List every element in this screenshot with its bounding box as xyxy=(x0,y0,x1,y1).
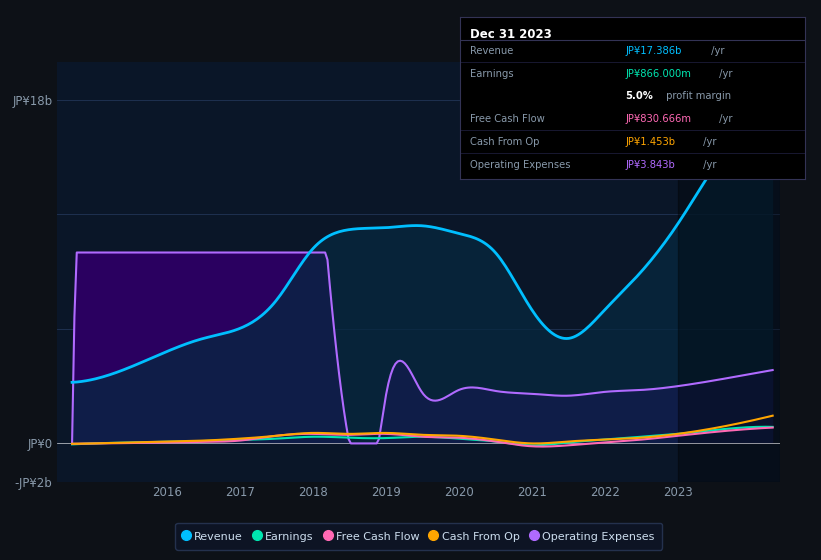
Text: JP¥830.666m: JP¥830.666m xyxy=(626,114,691,124)
Text: /yr: /yr xyxy=(700,137,717,147)
Text: /yr: /yr xyxy=(716,114,732,124)
Bar xyxy=(678,62,780,482)
Text: JP¥17.386b: JP¥17.386b xyxy=(626,46,681,56)
Text: Cash From Op: Cash From Op xyxy=(470,137,539,147)
Text: JP¥866.000m: JP¥866.000m xyxy=(626,69,691,78)
Legend: Revenue, Earnings, Free Cash Flow, Cash From Op, Operating Expenses: Revenue, Earnings, Free Cash Flow, Cash … xyxy=(176,523,662,549)
Text: Free Cash Flow: Free Cash Flow xyxy=(470,114,545,124)
Text: Earnings: Earnings xyxy=(470,69,514,78)
Text: /yr: /yr xyxy=(700,160,717,170)
Text: /yr: /yr xyxy=(708,46,724,56)
Text: Dec 31 2023: Dec 31 2023 xyxy=(470,28,552,41)
Text: 5.0%: 5.0% xyxy=(626,91,654,101)
Text: JP¥3.843b: JP¥3.843b xyxy=(626,160,675,170)
Text: Operating Expenses: Operating Expenses xyxy=(470,160,571,170)
Text: profit margin: profit margin xyxy=(663,91,731,101)
Text: Revenue: Revenue xyxy=(470,46,513,56)
Text: JP¥1.453b: JP¥1.453b xyxy=(626,137,676,147)
Text: /yr: /yr xyxy=(716,69,732,78)
